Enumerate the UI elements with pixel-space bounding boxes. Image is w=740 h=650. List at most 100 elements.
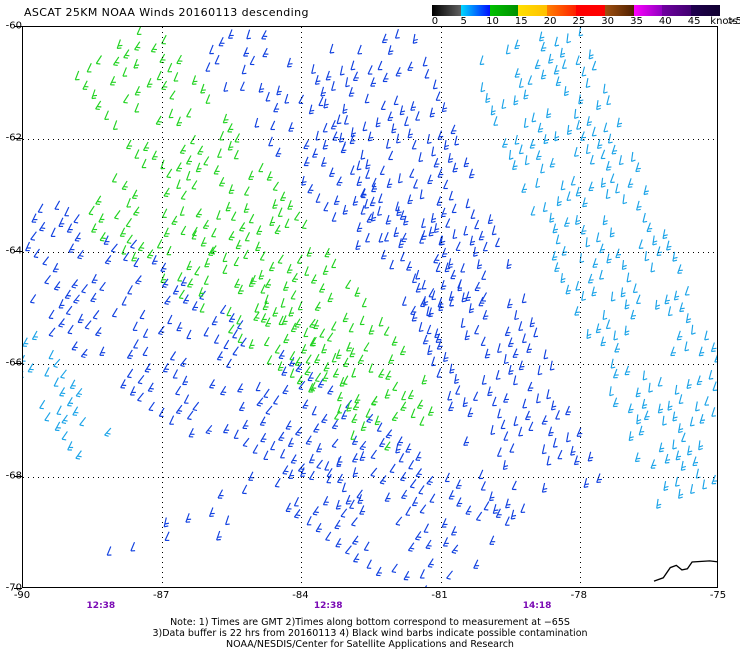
wind-barb xyxy=(523,118,529,129)
wind-barb xyxy=(411,496,418,507)
wind-barb xyxy=(546,389,552,400)
wind-barb xyxy=(213,165,220,175)
wind-barb xyxy=(427,558,434,568)
wind-barb xyxy=(332,368,339,378)
wind-barb xyxy=(340,143,346,154)
wind-barb xyxy=(42,256,50,266)
wind-barb xyxy=(293,509,301,519)
plot-area[interactable] xyxy=(22,26,718,588)
wind-barb xyxy=(712,381,717,392)
wind-barb xyxy=(444,472,450,483)
wind-barb xyxy=(554,131,560,142)
wind-barb xyxy=(219,130,225,141)
wind-barb xyxy=(535,177,541,188)
wind-barb xyxy=(643,410,650,421)
wind-barb xyxy=(175,404,183,415)
wind-barb xyxy=(578,27,584,37)
wind-barb xyxy=(513,416,519,427)
time-label-2: 14:18 xyxy=(522,601,552,611)
wind-barb xyxy=(110,243,118,253)
wind-barb xyxy=(131,251,138,262)
colorbar-segment-25-30 xyxy=(575,5,605,16)
wind-barb xyxy=(53,358,61,368)
wind-barb xyxy=(272,181,279,191)
wind-barb xyxy=(578,94,584,105)
wind-barb xyxy=(463,157,470,168)
wind-barb xyxy=(370,77,377,87)
wind-barb xyxy=(355,240,361,250)
wind-barb xyxy=(570,175,576,186)
wind-barb xyxy=(480,82,486,93)
wind-barb xyxy=(261,30,268,40)
wind-barb xyxy=(357,44,363,55)
wind-barb xyxy=(378,193,383,204)
wind-barb xyxy=(370,467,378,477)
wind-barb xyxy=(658,442,665,453)
wind-barb xyxy=(285,502,292,513)
wind-barb xyxy=(150,43,157,53)
wind-barb xyxy=(104,110,109,120)
wind-barb xyxy=(82,80,89,90)
wind-barb xyxy=(294,318,301,328)
wind-barb xyxy=(31,330,38,341)
wind-barb xyxy=(383,326,390,336)
colorbar-tick-4: 20 xyxy=(543,16,557,27)
wind-barb xyxy=(434,328,440,339)
wind-barb xyxy=(491,396,497,407)
wind-barb xyxy=(482,241,488,252)
wind-barb xyxy=(243,203,250,213)
wind-barb xyxy=(391,123,397,134)
wind-barb xyxy=(67,324,74,335)
wind-barb xyxy=(644,251,650,262)
wind-barb xyxy=(293,497,300,507)
wind-barb xyxy=(610,358,616,369)
wind-barb xyxy=(191,75,198,85)
wind-barb xyxy=(506,298,513,309)
wind-barb xyxy=(643,185,649,196)
wind-barb xyxy=(322,372,329,382)
wind-barb xyxy=(66,397,74,407)
wind-barb xyxy=(278,431,285,442)
wind-barb xyxy=(407,389,414,400)
wind-barb xyxy=(315,193,321,203)
time-label-0: 12:38 xyxy=(86,601,116,611)
wind-barb xyxy=(490,424,496,435)
wind-barb xyxy=(310,381,317,392)
wind-barb xyxy=(607,133,613,144)
wind-barb xyxy=(227,123,234,133)
wind-barb xyxy=(469,235,476,246)
wind-barb xyxy=(624,325,630,336)
wind-barb xyxy=(624,365,631,376)
wind-barb xyxy=(638,239,644,249)
wind-barb xyxy=(52,262,59,273)
wind-barb xyxy=(303,327,309,338)
wind-barb xyxy=(125,217,132,228)
wind-barb xyxy=(290,322,297,333)
wind-barb xyxy=(316,459,323,469)
wind-barb xyxy=(348,322,355,333)
wind-barb xyxy=(586,116,593,127)
wind-barb xyxy=(269,216,276,226)
wind-barb xyxy=(250,274,257,285)
wind-barb xyxy=(123,94,130,104)
wind-barb xyxy=(222,113,229,124)
wind-barb xyxy=(560,180,566,191)
wind-barb xyxy=(391,336,398,346)
wind-barb xyxy=(134,86,141,96)
wind-barb xyxy=(216,351,223,361)
wind-barb xyxy=(585,77,591,88)
wind-barb xyxy=(371,182,378,193)
wind-barb xyxy=(187,278,194,288)
wind-barb xyxy=(527,75,533,85)
wind-barb xyxy=(222,252,228,263)
wind-barb xyxy=(410,305,417,316)
wind-barb xyxy=(330,321,337,331)
wind-barb xyxy=(363,541,370,551)
wind-barb xyxy=(512,160,518,171)
wind-barb xyxy=(424,585,428,587)
colorbar-tick-2: 10 xyxy=(486,16,499,27)
wind-barb xyxy=(504,326,511,337)
wind-barb xyxy=(615,183,620,194)
wind-barb xyxy=(192,401,200,412)
colorbar-segment->50 xyxy=(691,5,720,16)
